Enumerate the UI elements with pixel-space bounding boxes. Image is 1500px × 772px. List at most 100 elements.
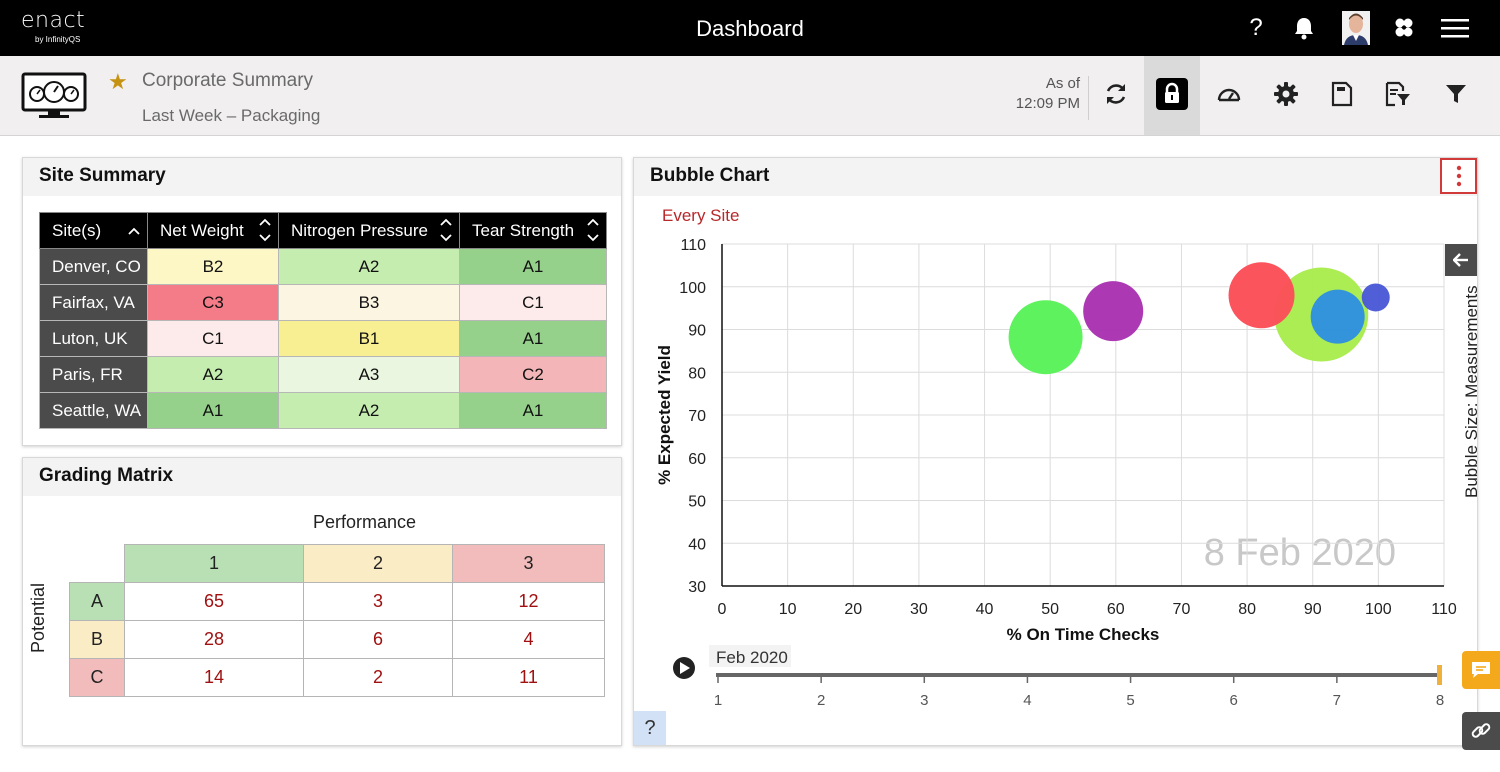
column-header-sites[interactable]: Site(s) [39, 212, 148, 249]
column-header-net-weight[interactable]: Net Weight [147, 212, 279, 249]
report-filter-icon[interactable] [1382, 78, 1414, 110]
table-row[interactable]: Fairfax, VA C3 B3 C1 [39, 284, 607, 321]
gauge-icon[interactable] [1213, 78, 1245, 110]
settings-gear-icon[interactable] [1270, 78, 1302, 110]
sort-up-down-icon[interactable] [586, 215, 600, 245]
grade-cell[interactable]: C1 [147, 320, 279, 357]
grade-cell[interactable]: A2 [278, 392, 460, 429]
y-tick-label: 70 [688, 408, 706, 425]
grade-cell[interactable]: C2 [459, 356, 607, 393]
table-row[interactable]: Paris, FR A2 A3 C2 [39, 356, 607, 393]
grade-cell[interactable]: C1 [459, 284, 607, 321]
y-tick-label: 90 [688, 323, 706, 340]
bubble-chart: 8 Feb 2020 0 10 20 30 40 50 60 70 80 90 100 110 30 40… [655, 237, 1457, 644]
column-header-nitrogen-pressure[interactable]: Nitrogen Pressure [278, 212, 460, 249]
matrix-corner [70, 545, 125, 583]
logo-wordmark: enact [21, 8, 86, 33]
bubble [1228, 262, 1295, 329]
site-name[interactable]: Fairfax, VA [39, 284, 148, 321]
column-header-label: Site(s) [52, 220, 102, 240]
table-row[interactable]: Luton, UK C1 B1 A1 [39, 320, 607, 357]
site-name[interactable]: Luton, UK [39, 320, 148, 357]
matrix-count-cell[interactable]: 28 [124, 620, 304, 659]
matrix-row: C 14 2 11 [69, 658, 605, 697]
grade-cell[interactable]: A3 [278, 356, 460, 393]
grade-cell[interactable]: A1 [459, 248, 607, 285]
as-of-label: As of [1045, 75, 1080, 92]
site-name[interactable]: Denver, CO [39, 248, 148, 285]
arrow-left-icon [1453, 253, 1468, 267]
grade-cell[interactable]: A1 [459, 392, 607, 429]
grade-cell[interactable]: B3 [278, 284, 460, 321]
timeline-slider[interactable]: Feb 2020 1 2 3 4 5 6 7 8 [634, 638, 1479, 718]
matrix-count-cell[interactable]: 14 [124, 658, 304, 697]
help-icon[interactable]: ? [1240, 12, 1272, 44]
play-triangle [680, 662, 690, 674]
potential-row-header: A [69, 582, 125, 621]
x-tick-label: 40 [976, 601, 994, 618]
enact-logo[interactable]: enact by InfinityQS [21, 8, 86, 45]
bubble [1008, 300, 1083, 375]
grade-cell[interactable]: A2 [147, 356, 279, 393]
save-document-icon[interactable] [1326, 78, 1358, 110]
performance-column-header: 1 [124, 544, 304, 583]
x-tick-label: 50 [1041, 601, 1059, 618]
as-of-timestamp: As of 12:09 PM [1008, 74, 1080, 114]
timeline-date-label: Feb 2020 [716, 648, 788, 667]
more-vertical-icon [1456, 165, 1461, 187]
chart-help-button[interactable]: ? [634, 711, 666, 745]
timeline-tick-label: 4 [1023, 692, 1031, 709]
timeline-tick-label: 5 [1126, 692, 1134, 709]
bubble [1310, 289, 1365, 344]
refresh-icon[interactable] [1100, 78, 1132, 110]
matrix-count-cell[interactable]: 11 [452, 658, 605, 697]
sort-up-down-icon[interactable] [439, 215, 453, 245]
column-header-tear-strength[interactable]: Tear Strength [459, 212, 607, 249]
table-row[interactable]: Denver, CO B2 A2 A1 [39, 248, 607, 285]
grade-cell[interactable]: C3 [147, 284, 279, 321]
y-tick-label: 110 [680, 237, 706, 254]
matrix-count-cell[interactable]: 3 [303, 582, 453, 621]
table-row[interactable]: Seattle, WA A1 A2 A1 [39, 392, 607, 429]
grading-matrix-panel: Grading Matrix Performance Potential 1 2… [22, 457, 622, 746]
site-name[interactable]: Paris, FR [39, 356, 148, 393]
user-avatar[interactable] [1340, 11, 1372, 45]
link-icon [1471, 723, 1491, 738]
matrix-count-cell[interactable]: 4 [452, 620, 605, 659]
matrix-count-cell[interactable]: 2 [303, 658, 453, 697]
timeline-tick-label: 6 [1230, 692, 1238, 709]
matrix-count-cell[interactable]: 65 [124, 582, 304, 621]
favorite-star-icon[interactable]: ★ [108, 69, 128, 94]
grade-cell[interactable]: A1 [147, 392, 279, 429]
grading-matrix-table: 1 2 3 A 65 3 12 B 28 6 4 C 14 2 11 [69, 544, 605, 697]
chat-button[interactable] [1462, 651, 1500, 689]
matrix-count-cell[interactable]: 12 [452, 582, 605, 621]
grade-cell[interactable]: B2 [147, 248, 279, 285]
hamburger-menu-icon[interactable] [1439, 12, 1471, 44]
timeline-handle[interactable] [1437, 665, 1442, 685]
sites-icon[interactable] [1388, 12, 1420, 44]
performance-axis-label: Performance [313, 512, 417, 532]
potential-row-header: B [69, 620, 125, 659]
bubble-chart-title: Bubble Chart [634, 158, 1477, 196]
timeline-tick-label: 8 [1436, 692, 1444, 709]
timeline-date-box [709, 645, 791, 667]
sort-up-down-icon[interactable] [258, 215, 272, 245]
grade-cell[interactable]: A1 [459, 320, 607, 357]
column-header-label: Nitrogen Pressure [291, 220, 429, 240]
x-tick-label: 30 [910, 601, 928, 618]
x-axis-label: % On Time Checks [1007, 625, 1160, 644]
site-name[interactable]: Seattle, WA [39, 392, 148, 429]
y-tick-label: 40 [688, 536, 706, 553]
x-tick-label: 70 [1173, 601, 1191, 618]
link-button[interactable] [1462, 712, 1500, 750]
grade-cell[interactable]: B1 [278, 320, 460, 357]
bell-icon[interactable] [1288, 12, 1320, 44]
sort-up-icon[interactable] [127, 215, 141, 245]
collapse-panel-button[interactable] [1445, 244, 1477, 276]
panel-menu-button[interactable] [1440, 158, 1477, 194]
grade-cell[interactable]: A2 [278, 248, 460, 285]
lock-toggle[interactable] [1144, 56, 1200, 135]
filter-funnel-icon[interactable] [1440, 78, 1472, 110]
matrix-count-cell[interactable]: 6 [303, 620, 453, 659]
